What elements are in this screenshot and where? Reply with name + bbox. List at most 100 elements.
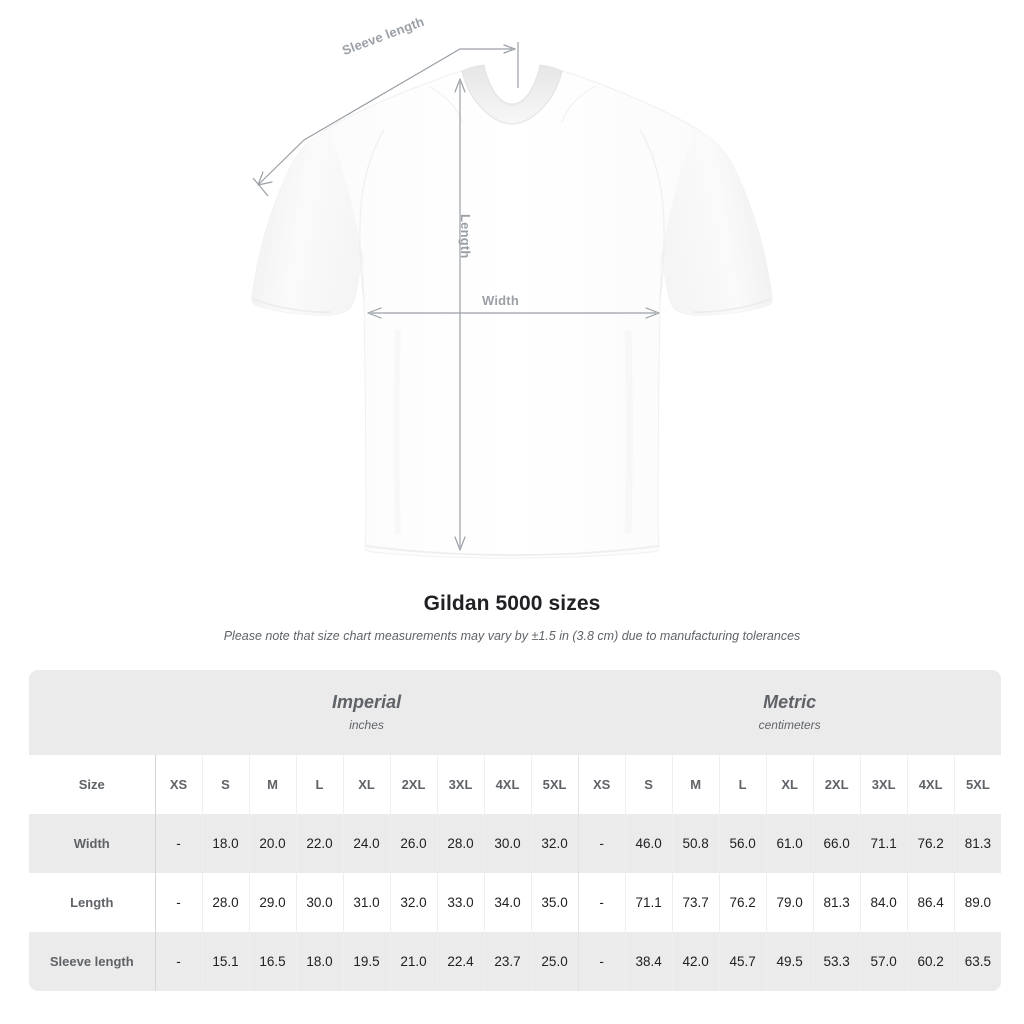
cell-sleeve-met-3xl: 57.0 [859,932,908,991]
row-label-width: Width [29,814,155,873]
unit-sub-imperial: inches [349,718,384,733]
row-label-sleeve-length: Sleeve length [29,932,155,991]
size-chart-table: Imperial inches Metric centimeters Size … [29,670,1002,991]
cell-sleeve-met-4xl: 60.2 [906,932,955,991]
table-row-width: Width - 18.0 20.0 22.0 24.0 26.0 28.0 30… [29,814,1002,873]
cell-length-met-s: 71.1 [624,873,673,932]
unit-group-imperial: Imperial inches [155,670,579,755]
length-dimension [454,78,466,551]
header-imp-4xl: 4XL [483,755,531,814]
header-imp-3xl: 3XL [436,755,484,814]
body-fold-right [624,329,633,535]
cell-length-met-2xl: 81.3 [812,873,861,932]
cell-width-met-m: 50.8 [671,814,720,873]
header-imp-m: M [248,755,296,814]
header-imp-s: S [201,755,249,814]
cell-width-imp-s: 18.0 [201,814,249,873]
right-armhole-seam [639,129,665,301]
cell-width-imp-m: 20.0 [248,814,296,873]
header-met-l: L [718,755,767,814]
cell-width-met-s: 46.0 [624,814,673,873]
tshirt-diagram: Sleeve length Length Width [251,14,773,559]
header-met-m: M [671,755,720,814]
unit-header-row: Imperial inches Metric centimeters [29,670,1002,755]
header-imp-2xl: 2XL [389,755,437,814]
cell-width-imp-xl: 24.0 [342,814,390,873]
cell-length-imp-s: 28.0 [201,873,249,932]
cell-length-imp-m: 29.0 [248,873,296,932]
size-header-row: Size XS S M L XL 2XL 3XL 4XL 5XL XS S M … [29,755,1002,814]
cell-width-imp-4xl: 30.0 [483,814,531,873]
right-sleeve-hem [692,298,772,313]
header-met-xs: XS [577,755,626,814]
width-label: Width [482,293,519,308]
cell-sleeve-met-l: 45.7 [718,932,767,991]
cell-length-imp-5xl: 35.0 [530,873,579,932]
cell-sleeve-met-xs: - [577,932,626,991]
length-label: Length [458,214,473,259]
collar-inner-edge [483,65,541,106]
cell-length-imp-2xl: 32.0 [389,873,437,932]
header-met-s: S [624,755,673,814]
cell-sleeve-imp-xl: 19.5 [342,932,390,991]
cell-length-imp-xl: 31.0 [342,873,390,932]
measurement-lines [252,42,660,551]
cell-sleeve-imp-s: 15.1 [201,932,249,991]
cell-width-met-2xl: 66.0 [812,814,861,873]
table-row-sleeve-length: Sleeve length - 15.1 16.5 18.0 19.5 21.0… [29,932,1002,991]
cell-width-met-5xl: 81.3 [953,814,1002,873]
cell-length-imp-3xl: 33.0 [436,873,484,932]
cell-length-met-5xl: 89.0 [953,873,1002,932]
cell-width-imp-xs: - [154,814,202,873]
cell-sleeve-met-s: 38.4 [624,932,673,991]
cell-sleeve-imp-3xl: 22.4 [436,932,484,991]
cell-length-imp-xs: - [154,873,202,932]
cell-width-met-4xl: 76.2 [906,814,955,873]
cell-length-met-3xl: 84.0 [859,873,908,932]
cell-length-met-4xl: 86.4 [906,873,955,932]
cell-sleeve-imp-m: 16.5 [248,932,296,991]
unit-name-imperial: Imperial [332,691,402,712]
tshirt-left-sleeve [252,131,362,316]
tshirt-shape [251,64,773,559]
tshirt-bottom-hem [365,545,659,557]
table-row-length: Length - 28.0 29.0 30.0 31.0 32.0 33.0 3… [29,873,1002,932]
width-dimension [367,307,660,319]
size-chart-table-wrapper: Imperial inches Metric centimeters Size … [29,670,1002,991]
tolerance-note: Please note that size chart measurements… [223,629,801,643]
left-armhole-seam [359,129,385,301]
cell-length-imp-4xl: 34.0 [483,873,531,932]
cell-width-met-l: 56.0 [718,814,767,873]
cell-sleeve-imp-4xl: 23.7 [483,932,531,991]
header-imp-l: L [295,755,343,814]
cell-width-imp-2xl: 26.0 [389,814,437,873]
cell-width-met-3xl: 71.1 [859,814,908,873]
header-met-2xl: 2XL [812,755,861,814]
header-size-label: Size [29,755,155,814]
cell-sleeve-met-5xl: 63.5 [953,932,1002,991]
sleeve-length-dimension [252,42,519,197]
header-met-5xl: 5XL [953,755,1002,814]
header-met-xl: XL [765,755,814,814]
unit-group-metric: Metric centimeters [578,670,1002,755]
cell-sleeve-met-xl: 49.5 [765,932,814,991]
row-label-length: Length [29,873,155,932]
tshirt-illustration [251,42,773,559]
cell-length-met-l: 76.2 [718,873,767,932]
unit-sub-metric: centimeters [758,718,821,733]
header-met-4xl: 4XL [906,755,955,814]
left-shoulder-seam [427,85,463,123]
cell-width-imp-3xl: 28.0 [436,814,484,873]
unit-name-metric: Metric [763,691,817,712]
header-imp-xl: XL [342,755,390,814]
cell-sleeve-met-m: 42.0 [671,932,720,991]
cell-length-imp-l: 30.0 [295,873,343,932]
tshirt-collar [461,64,563,125]
tshirt-right-sleeve [662,131,772,316]
right-shoulder-seam [561,85,597,123]
cell-sleeve-met-2xl: 53.3 [812,932,861,991]
cell-sleeve-imp-xs: - [154,932,202,991]
cell-length-met-xs: - [577,873,626,932]
cell-width-imp-l: 22.0 [295,814,343,873]
cell-sleeve-imp-2xl: 21.0 [389,932,437,991]
